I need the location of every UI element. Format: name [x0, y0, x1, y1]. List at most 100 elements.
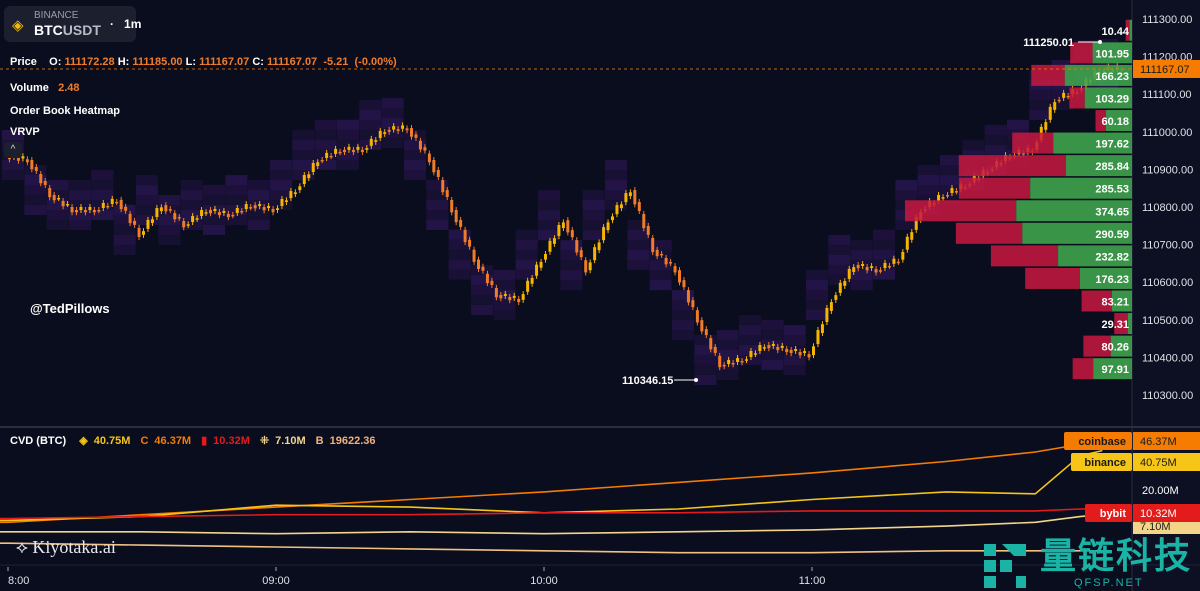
cvd-value: 19622.36 — [329, 435, 376, 447]
heatmap-cell — [225, 185, 248, 196]
candle — [678, 270, 681, 283]
candle — [258, 204, 262, 207]
bybit-icon: ▮ — [201, 435, 208, 447]
candle — [88, 207, 92, 211]
vrvp-buy-bar — [1064, 64, 1132, 86]
candle — [267, 206, 271, 209]
vrvp-buy-bar — [1105, 110, 1132, 132]
heatmap-cell — [605, 160, 627, 171]
heatmap-cell — [113, 234, 136, 245]
candle — [325, 152, 329, 158]
candle — [168, 209, 172, 211]
heatmap-cell — [381, 138, 404, 149]
candle — [910, 232, 914, 240]
heatmap-cell — [247, 210, 270, 221]
candle — [159, 207, 163, 212]
heatmap-cell — [672, 290, 694, 301]
candle — [427, 153, 431, 163]
vrvp-buy-bar — [1112, 290, 1132, 312]
heatmap-cell — [1029, 109, 1052, 120]
candle — [718, 355, 722, 368]
candle — [329, 155, 333, 158]
candle — [660, 253, 664, 256]
heatmap-cell — [515, 239, 538, 250]
heatmap-cell — [426, 210, 449, 221]
candle — [1044, 122, 1048, 130]
price-tick-label: 110800.00 — [1142, 202, 1193, 214]
candle — [124, 206, 128, 211]
watermark-logo-icon — [984, 544, 1026, 588]
price-tick-label: 110700.00 — [1142, 240, 1193, 252]
cvd-value-label: 10.32M — [1140, 508, 1177, 520]
heatmap-cell — [292, 170, 315, 180]
vrvp-buy-bar — [1016, 200, 1132, 222]
volume-profile — [904, 19, 1132, 380]
heatmap-cell — [359, 109, 382, 120]
heatmap-cell — [180, 220, 203, 231]
heatmap-cell — [426, 220, 449, 231]
low-marker-dot — [694, 378, 698, 382]
heatmap-cell — [649, 270, 672, 281]
heatmap-cell — [672, 300, 694, 311]
candle — [503, 293, 507, 296]
cvd-value: 7.10M — [275, 435, 306, 447]
candle — [481, 266, 485, 271]
timeframe[interactable]: · 1m — [110, 17, 141, 31]
heatmap-cell — [493, 279, 516, 290]
heatmap-cell — [203, 194, 225, 205]
heatmap-cell — [761, 319, 784, 330]
candle — [155, 208, 159, 218]
heatmap-cell — [582, 230, 605, 241]
symbol-selector[interactable]: ◈ BINANCE BTCUSDT · 1m — [4, 6, 141, 42]
heatmap-cell — [225, 215, 248, 226]
candle — [785, 348, 789, 353]
cvd-line-binance — [0, 449, 1103, 522]
chevron-up-icon[interactable]: ^ — [4, 142, 22, 158]
candle — [25, 159, 29, 163]
heatmap-cell — [806, 309, 828, 320]
vrvp-sell-bar — [1012, 132, 1054, 154]
candle — [410, 128, 413, 137]
candle — [561, 222, 565, 229]
candle — [901, 251, 905, 260]
candle — [92, 210, 96, 213]
heatmap-cell — [314, 129, 337, 140]
candle — [106, 205, 110, 208]
heatmap-legend[interactable]: Order Book Heatmap — [10, 105, 121, 117]
volume-legend: Volume 2.48 — [10, 82, 80, 94]
heatmap-cell — [694, 344, 717, 355]
candle — [664, 257, 668, 265]
heatmap-cell — [24, 184, 47, 195]
heatmap-cell — [69, 210, 91, 221]
heatmap-cell — [515, 249, 538, 260]
heatmap-cell — [962, 140, 985, 151]
heatmap-cell — [381, 108, 404, 119]
candle — [825, 307, 829, 322]
vrvp-legend[interactable]: VRVP — [10, 126, 40, 138]
candle — [861, 264, 865, 266]
time-tick-label: 11:00 — [799, 575, 826, 587]
candle — [780, 345, 784, 348]
candle — [57, 197, 61, 200]
candle — [61, 200, 65, 207]
heatmap-cell — [203, 214, 225, 225]
candle — [584, 260, 588, 273]
vrvp-label: 197.62 — [1095, 139, 1129, 151]
heatmap-cell — [873, 269, 895, 280]
candle — [244, 204, 248, 210]
heatmap-cell — [850, 280, 873, 291]
candle — [606, 222, 610, 231]
heatmap-cell — [873, 229, 895, 240]
heatmap-cell — [91, 179, 114, 190]
candle — [468, 239, 472, 247]
candle — [472, 249, 476, 262]
heatmap-cell — [694, 334, 717, 345]
watermark: 量链科技 QFSP.NET — [978, 538, 1200, 591]
change-percent: (-0.00%) — [354, 56, 397, 68]
heatmap-cell — [247, 180, 270, 191]
heatmap-cell — [850, 270, 873, 281]
heatmap-cell — [582, 210, 605, 221]
candle — [1057, 99, 1061, 102]
heatmap-cell — [136, 175, 158, 186]
